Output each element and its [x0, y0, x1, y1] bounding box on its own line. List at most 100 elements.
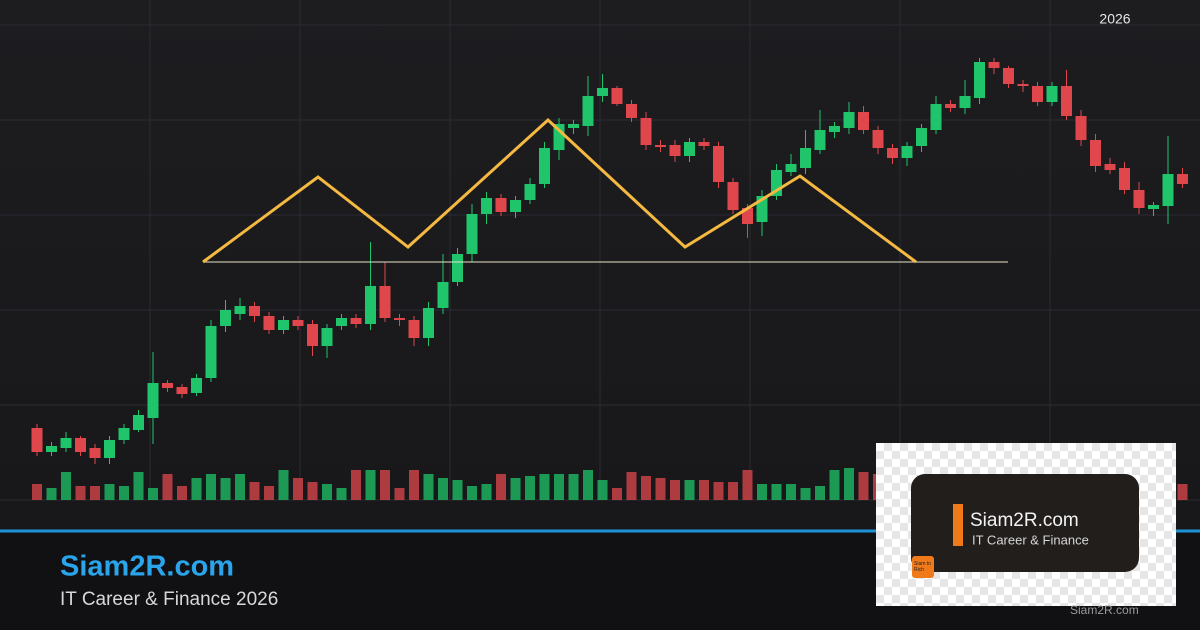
volume-bar	[800, 488, 811, 500]
volume-bar	[119, 486, 129, 500]
volume-bar	[844, 468, 854, 500]
volume-bar	[61, 472, 71, 500]
logo-title: Siam2R.com	[970, 510, 1079, 531]
volume-bar	[496, 474, 506, 500]
candle-body	[191, 378, 202, 393]
volume-bar	[684, 480, 695, 500]
candle-body	[930, 104, 942, 130]
candle-body	[1119, 168, 1130, 190]
candle-body	[611, 88, 623, 104]
candle-body	[104, 440, 115, 458]
volume-bar	[539, 474, 550, 500]
candle-body	[466, 214, 478, 254]
candle-body	[278, 320, 289, 330]
candle-body	[31, 428, 43, 452]
volume-bar	[438, 478, 448, 500]
candle-body	[974, 62, 985, 98]
volume-bar	[641, 476, 651, 500]
volume-bar	[699, 480, 709, 500]
volume-bar	[249, 482, 260, 500]
watermark: Siam2R.com	[1070, 603, 1139, 617]
candle-body	[553, 124, 565, 150]
volume-bar	[713, 482, 724, 500]
candle-body	[205, 326, 217, 378]
candle-body	[1177, 174, 1188, 184]
volume-bar	[380, 470, 390, 500]
volume-bar	[568, 474, 579, 500]
volume-bar	[467, 486, 477, 500]
volume-bar	[670, 480, 680, 500]
candle-body	[669, 145, 681, 156]
volume-bar	[293, 478, 303, 500]
candle-body	[60, 438, 72, 448]
candle-body	[133, 415, 144, 430]
candle-body	[655, 145, 666, 147]
candle-body	[1104, 164, 1116, 170]
volume-bar	[771, 484, 782, 500]
candle-body	[1075, 116, 1087, 140]
candle-body	[727, 182, 739, 210]
candle-body	[481, 198, 492, 214]
volume-bar	[104, 484, 115, 500]
logo-badge	[912, 556, 934, 578]
volume-bar	[46, 488, 57, 500]
candle-body	[162, 383, 173, 388]
logo-subtitle: IT Career & Finance	[972, 532, 1089, 547]
logo-card: Siam2R.com IT Career & Finance Siam to R…	[876, 443, 1176, 606]
candle-body	[959, 96, 971, 108]
footer-subtitle: IT Career & Finance 2026	[60, 589, 278, 610]
volume-bar	[162, 474, 173, 500]
volume-bar	[554, 474, 564, 500]
candle-body	[147, 383, 159, 418]
candle-body	[1046, 86, 1058, 102]
volume-bar	[815, 486, 825, 500]
candle-body	[858, 112, 869, 130]
candle-body	[1003, 68, 1014, 84]
volume-bar	[322, 484, 332, 500]
candle-body	[292, 320, 304, 326]
volume-bar	[1177, 484, 1188, 500]
volume-bar	[612, 488, 622, 500]
candle-body	[597, 88, 608, 96]
volume-bar	[423, 474, 434, 500]
candle-body	[1090, 140, 1101, 166]
volume-bar	[264, 486, 274, 500]
volume-bar	[510, 478, 521, 500]
candle-body	[524, 184, 536, 200]
volume-bar	[365, 470, 376, 500]
candle-body	[89, 448, 101, 458]
volume-bar	[742, 470, 753, 500]
volume-bar	[133, 472, 144, 500]
volume-bar	[829, 470, 840, 500]
volume-bar	[452, 480, 463, 500]
footer-title: Siam2R.com	[60, 551, 234, 583]
candle-body	[263, 316, 275, 330]
candle-body	[916, 128, 927, 146]
candle-body	[800, 148, 811, 168]
logo-bar	[953, 504, 963, 546]
candle-body	[785, 164, 797, 172]
volume-bar	[336, 488, 347, 500]
volume-bar	[191, 478, 202, 500]
candle-body	[872, 130, 884, 148]
logo-badge-text-box: Siam to Rich	[914, 561, 931, 573]
volume-bar	[307, 482, 318, 500]
candle-body	[582, 96, 594, 126]
candle-body	[829, 126, 840, 132]
volume-bar	[148, 488, 158, 500]
candle-body	[756, 196, 768, 222]
logo: Siam2R.com IT Career & Finance Siam to R…	[911, 474, 1139, 578]
candle-body	[945, 104, 956, 108]
volume-bar	[481, 484, 492, 500]
candle-body	[684, 142, 695, 156]
candle-body	[249, 306, 260, 316]
candle-body	[220, 310, 231, 326]
candle-body	[640, 118, 652, 145]
logo-panel	[911, 474, 1139, 572]
candle-body	[568, 124, 579, 128]
candle-body	[698, 142, 710, 146]
candle-body	[336, 318, 347, 326]
candle-body	[118, 428, 130, 440]
volume-bar	[583, 470, 593, 500]
